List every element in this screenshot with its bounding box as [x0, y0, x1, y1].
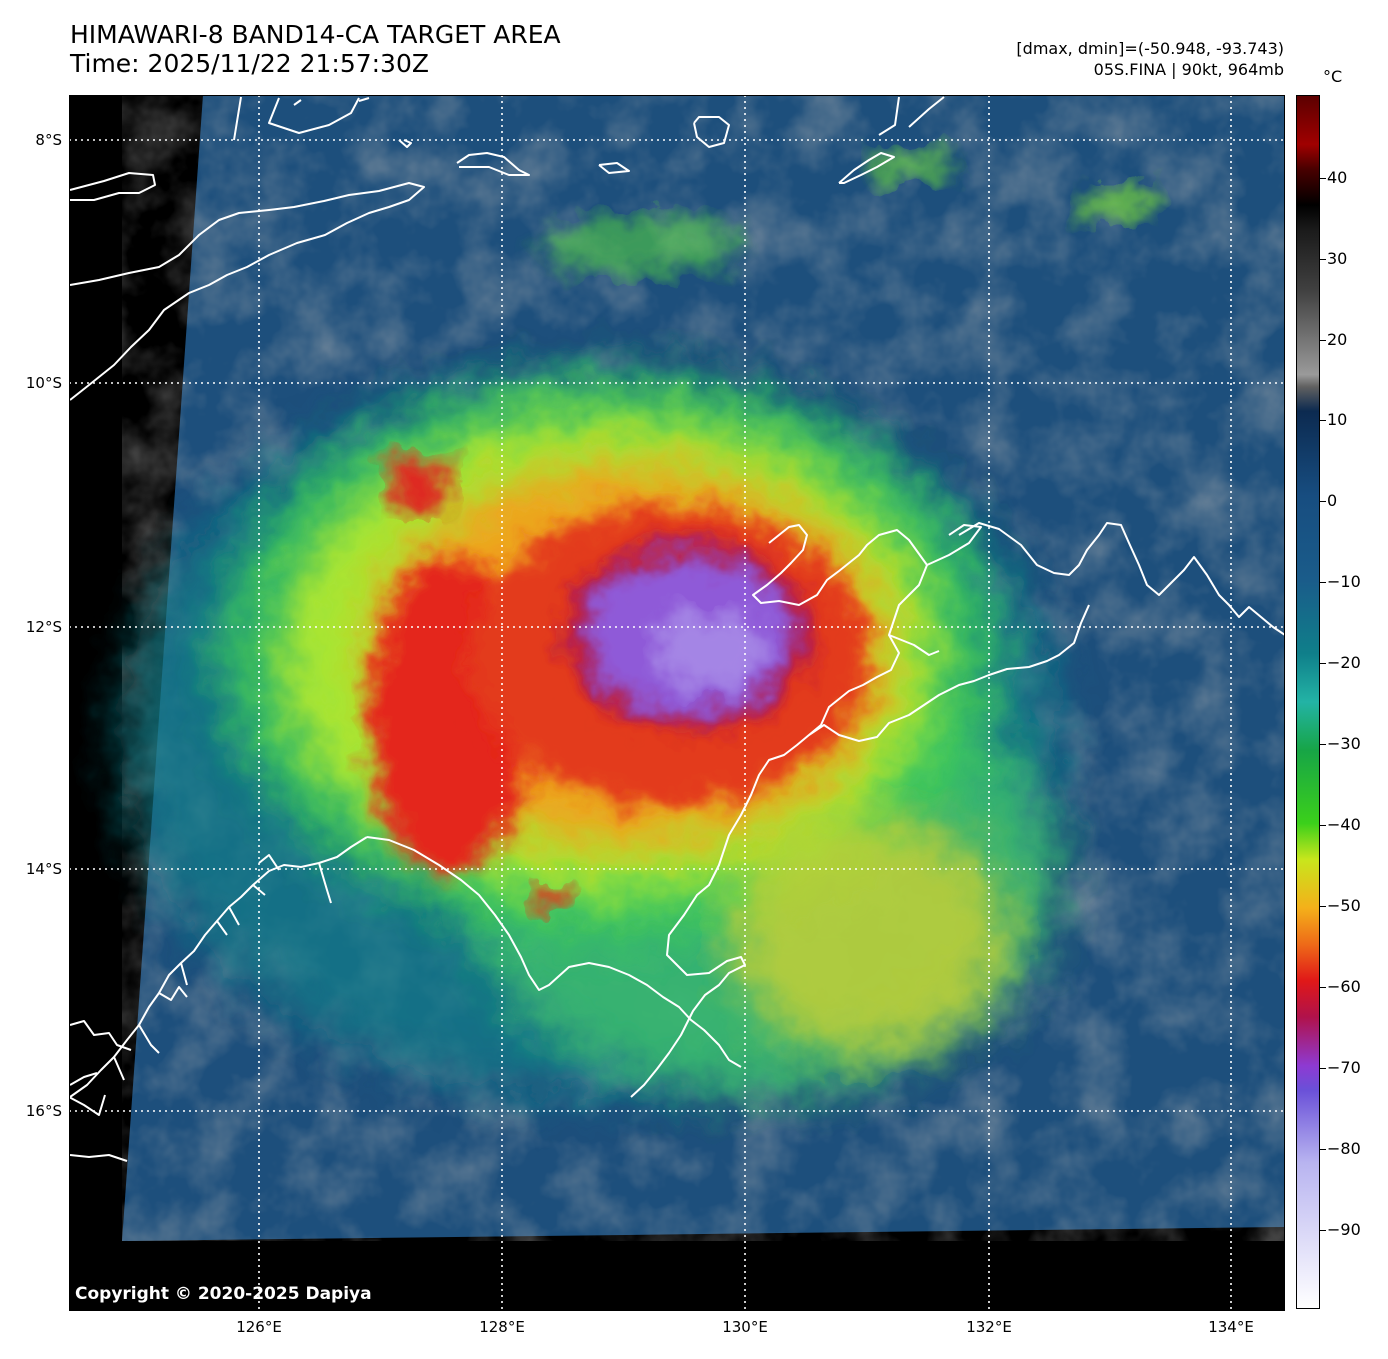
lon-label-130E: 130°E	[722, 1318, 768, 1336]
lat-label-8S: 8°S	[35, 131, 62, 149]
coast-alor	[69, 172, 156, 201]
coast-tanimbar	[838, 96, 945, 184]
colorbar-label: 0	[1327, 491, 1338, 510]
coast-kimberley	[69, 836, 368, 1098]
lon-label-134E: 134°E	[1208, 1318, 1254, 1336]
satellite-map: Copyright © 2020-2025 Dapiya	[69, 95, 1285, 1311]
coast-arnhem-land	[630, 604, 1090, 1098]
colorbar-label: −50	[1327, 896, 1361, 915]
colorbar-label: 20	[1327, 330, 1348, 349]
coast-joseph-bonaparte-gulf	[366, 836, 742, 1068]
colorbar-label: −30	[1327, 734, 1361, 753]
lon-label-128E: 128°E	[479, 1318, 525, 1336]
lat-label-12S: 12°S	[25, 618, 62, 636]
colorbar-label: −10	[1327, 572, 1361, 591]
title-line-1: HIMAWARI-8 BAND14-CA TARGET AREA	[70, 20, 561, 49]
coast-north-islands	[233, 96, 630, 176]
coast-kimberley-inlets	[69, 854, 332, 1162]
storm-intensity-text: 05S.FINA | 90kt, 964mb	[1093, 60, 1284, 79]
colorbar-label: −90	[1327, 1220, 1361, 1239]
colorbar-label: −80	[1327, 1139, 1361, 1158]
coast-small-island	[693, 116, 730, 148]
data-range-text: [dmax, dmin]=(-50.948, -93.743)	[1016, 39, 1284, 58]
coast-western-islands	[69, 884, 266, 1051]
coast-tiwi	[752, 524, 940, 656]
colorbar-label: 10	[1327, 410, 1348, 429]
colorbar-label: −40	[1327, 815, 1361, 834]
colorbar	[1296, 95, 1320, 1309]
coast-timor	[69, 182, 425, 401]
lat-label-14S: 14°S	[25, 860, 62, 878]
coast-cape-londonderry	[69, 1072, 106, 1116]
cloud-structure	[119, 147, 1159, 1095]
lat-label-16S: 16°S	[25, 1102, 62, 1120]
coastlines	[69, 96, 1285, 1162]
copyright-watermark: Copyright © 2020-2025 Dapiya	[75, 1284, 372, 1304]
colorbar-label: −70	[1327, 1058, 1361, 1077]
coast-wetar	[293, 97, 370, 106]
colorbar-unit: °C	[1323, 67, 1343, 86]
title-time: Time: 2025/11/22 21:57:30Z	[70, 49, 429, 78]
graticule	[69, 95, 1285, 1311]
chart-title: HIMAWARI-8 BAND14-CA TARGET AREA Time: 2…	[70, 20, 561, 78]
lon-label-132E: 132°E	[966, 1318, 1012, 1336]
storm-info: [dmax, dmin]=(-50.948, -93.743) 05S.FINA…	[1016, 38, 1284, 80]
lon-label-126E: 126°E	[236, 1318, 282, 1336]
colorbar-label: 30	[1327, 249, 1348, 268]
colorbar-label: −20	[1327, 653, 1361, 672]
colorbar-label: −60	[1327, 977, 1361, 996]
colorbar-label: 40	[1327, 168, 1348, 187]
coast-arnhem-north	[926, 522, 1285, 636]
lat-label-10S: 10°S	[25, 374, 62, 392]
